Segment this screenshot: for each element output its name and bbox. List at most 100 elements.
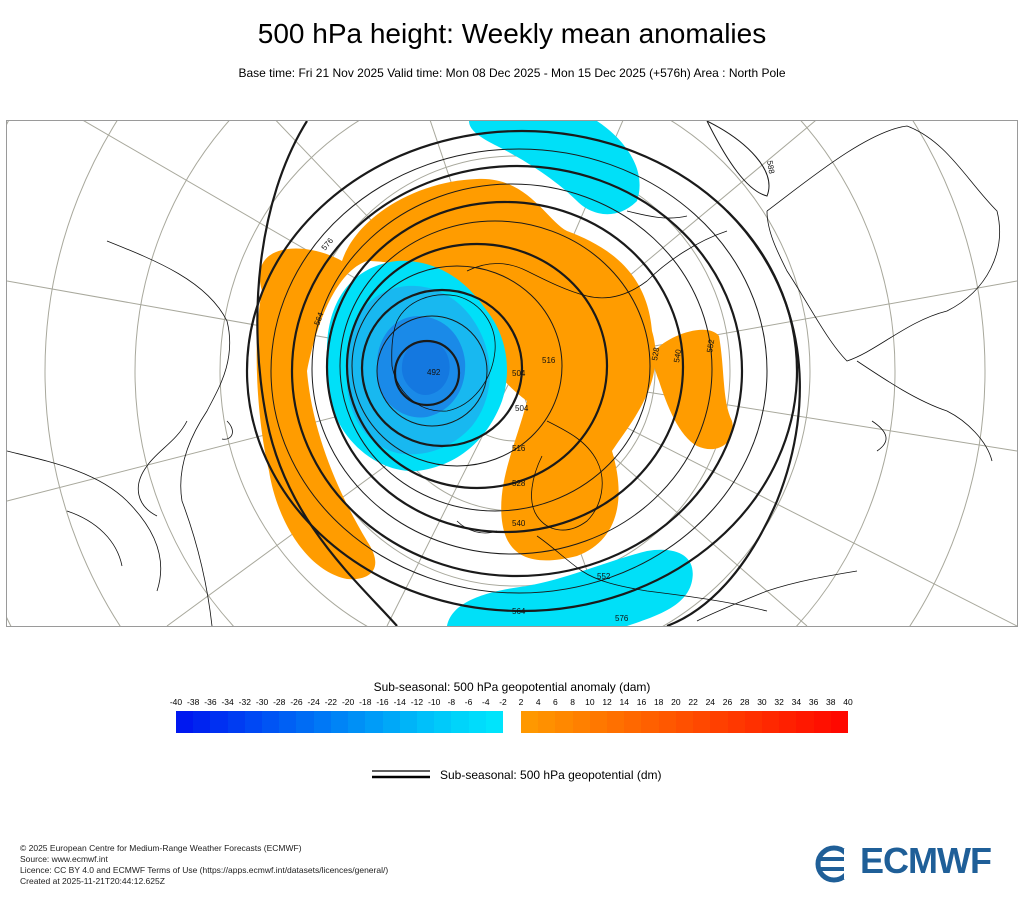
colorbar-ticks: -40 -38 -36 -34 -32 -30 -28 -26 -24 -22 -20 -18 -16-… (168, 697, 858, 709)
footer-licence: Licence: CC BY 4.0 and ECMWF Terms of Us… (20, 865, 389, 875)
colorbar-tick-label: -14 (393, 697, 406, 707)
positive-anomaly-areas (256, 178, 733, 580)
geopotential-contours (245, 121, 801, 626)
colorbar-cell (624, 711, 642, 733)
colorbar-cell (675, 711, 694, 733)
contour-label: 540 (672, 348, 683, 363)
colorbar-tick-label: 32 (774, 697, 784, 707)
colorbar-tick-label: 6 (553, 697, 558, 707)
colorbar-tick-label: 30 (757, 697, 767, 707)
map-svg: 588 576 564 552 540 528 516 504 492 504 … (7, 121, 1017, 626)
colorbar-cell (262, 711, 280, 733)
colorbar-cell (555, 711, 574, 733)
colorbar-cell (538, 711, 556, 733)
contour-label: 504 (515, 404, 529, 413)
colorbar-cell (779, 711, 797, 733)
colorbar-cell (468, 711, 487, 733)
colorbar-cell (572, 711, 591, 733)
colorbar-cell (813, 711, 832, 733)
colorbar-cell (244, 711, 263, 733)
colorbar-cell (227, 711, 246, 733)
colorbar-tick-label: 28 (740, 697, 750, 707)
footer-copyright: © 2025 European Centre for Medium-Range … (20, 843, 302, 853)
contour-label: 576 (615, 614, 629, 623)
contour-legend-line (372, 770, 430, 779)
colorbar-cell (589, 711, 608, 733)
contour-label: 552 (705, 338, 716, 353)
colorbar-positive (521, 711, 849, 733)
footer-created: Created at 2025-11-21T20:44:12.625Z (20, 876, 165, 886)
colorbar-tick-label: -40 (169, 697, 183, 707)
colorbar-cell (710, 711, 729, 733)
contour-label: 540 (512, 519, 526, 528)
colorbar-tick-label: 36 (808, 697, 819, 707)
colorbar-cell (451, 711, 470, 733)
contour-label: 528 (512, 479, 526, 488)
colorbar-cell (693, 711, 711, 733)
chart-title: 500 hPa height: Weekly mean anomalies (257, 18, 767, 49)
colorbar-tick-label: 20 (671, 697, 681, 707)
colorbar-tick-label: -26 (290, 697, 303, 707)
contour-labels: 588 576 564 552 540 528 516 504 492 504 … (312, 160, 776, 623)
colorbar-tick-label: -20 (341, 697, 355, 707)
colorbar-tick-label: 40 (843, 697, 853, 707)
colorbar-tick-label: 14 (619, 697, 629, 707)
contour-label: 564 (312, 311, 325, 327)
colorbar-tick-label: -28 (273, 697, 286, 707)
colorbar-cell (796, 711, 815, 733)
colorbar-negative (176, 711, 504, 733)
colorbar-cell (434, 711, 452, 733)
contour-label: 504 (512, 369, 526, 378)
contour-legend-label: Sub-seasonal: 500 hPa geopotential (dm) (440, 768, 662, 782)
contour-label: 528 (650, 346, 661, 361)
colorbar-cell (727, 711, 746, 733)
colorbar-cell (176, 711, 194, 733)
colorbar-tick-label: -32 (238, 697, 251, 707)
colorbar-tick-label: 10 (585, 697, 595, 707)
colorbar-tick-label: -38 (187, 697, 200, 707)
colorbar-tick-label: 24 (705, 697, 716, 707)
colorbar-cell (830, 711, 849, 733)
contour-label: 576 (320, 236, 336, 252)
contour-label: 516 (542, 356, 556, 365)
colorbar-cell (210, 711, 229, 733)
colorbar-tick-label: 2 (518, 697, 524, 707)
colorbar-tick-label: -22 (324, 697, 338, 707)
colorbar-tick-label: 8 (570, 697, 575, 707)
colorbar-cell (485, 711, 504, 733)
colorbar-tick-label: -36 (204, 697, 217, 707)
footer-source: Source: www.ecmwf.int (20, 854, 108, 864)
colorbar-cell (521, 711, 539, 733)
north-pole-map: 588 576 564 552 540 528 516 504 492 504 … (6, 120, 1018, 627)
contour-label: 588 (765, 160, 776, 175)
colorbar-cell (330, 711, 349, 733)
colorbar-tick-label: -30 (255, 697, 269, 707)
contour-label: 552 (597, 572, 611, 581)
colorbar-tick-label: 18 (653, 697, 664, 707)
ecmwf-logo-text: ECMWF (860, 840, 992, 881)
colorbar-cell (416, 711, 435, 733)
colorbar-tick-label: 16 (636, 697, 647, 707)
colorbar-tick-label: -34 (221, 697, 234, 707)
colorbar-title: Sub-seasonal: 500 hPa geopotential anoma… (373, 680, 651, 694)
colorbar-cell (658, 711, 677, 733)
colorbar-tick-label: 38 (826, 697, 836, 707)
copyright-footer: © 2025 European Centre for Medium-Range … (20, 843, 388, 887)
colorbar-cell (296, 711, 315, 733)
colorbar-tick-label: -8 (447, 697, 456, 707)
colorbar-tick-label: 26 (722, 697, 733, 707)
colorbar-tick-label: 4 (535, 697, 541, 707)
colorbar-cell (365, 711, 384, 733)
colorbar-tick-label: -18 (359, 697, 372, 707)
colorbar-tick-label: -10 (428, 697, 441, 707)
contour-label: 564 (512, 607, 526, 616)
colorbar-tick-label: 12 (602, 697, 612, 707)
colorbar-cell (348, 711, 366, 733)
colorbar-cell (382, 711, 401, 733)
contour-label: 516 (512, 444, 526, 453)
colorbar-tick-label: -16 (376, 697, 389, 707)
colorbar-tick-label: 34 (791, 697, 802, 707)
chart-subtitle: Base time: Fri 21 Nov 2025 Valid time: M… (238, 66, 786, 80)
colorbar-cell (313, 711, 332, 733)
colorbar-cell (641, 711, 660, 733)
